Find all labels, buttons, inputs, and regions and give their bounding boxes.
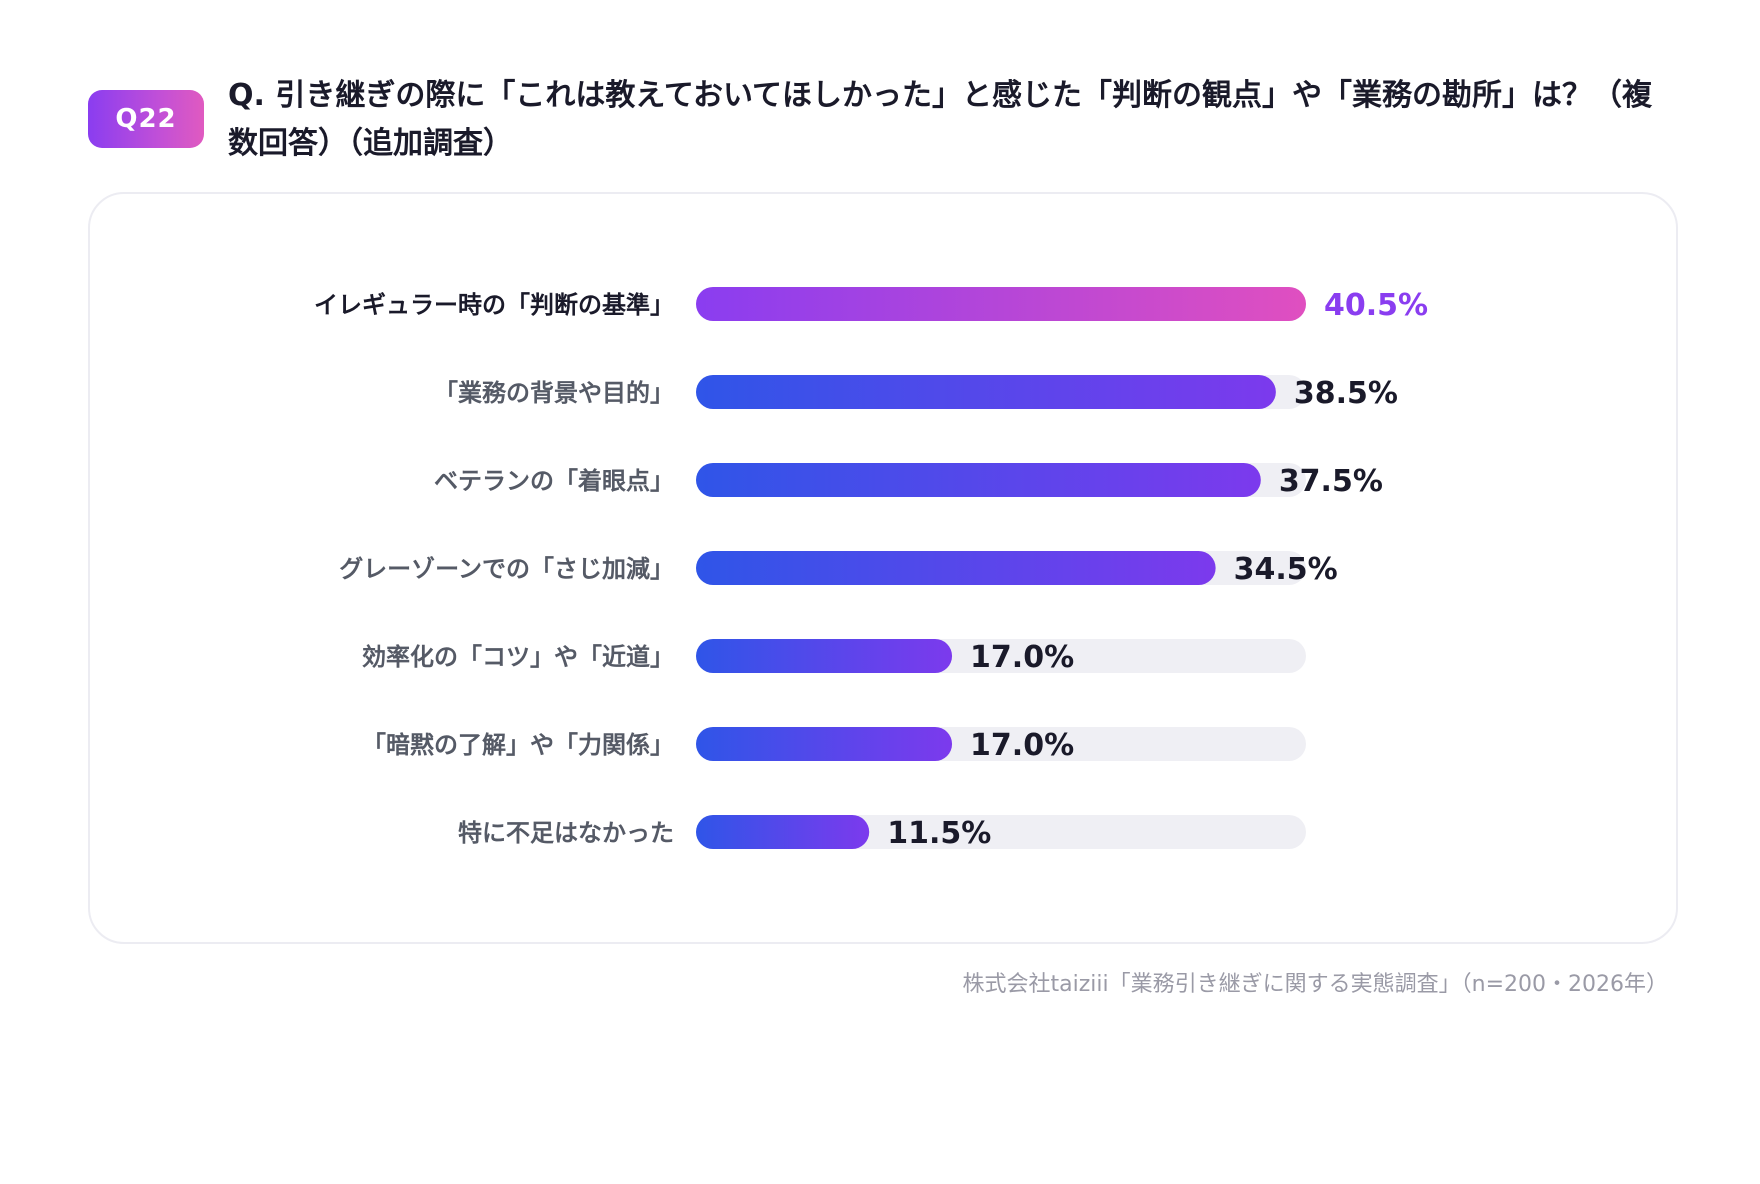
- bar: [696, 815, 870, 849]
- bar-chart: イレギュラー時の「判断の基準」 40.5% 「業務の背景や目的」 38.5% ベテランの…: [314, 287, 1428, 851]
- value-label: 17.0%: [970, 728, 1074, 763]
- value-label: 40.5%: [1324, 288, 1428, 323]
- question-header: Q22 Q. 引き継ぎの際に「これは教えておいてほしかった」と感じた「判断の観点…: [88, 72, 1688, 172]
- bar: [696, 375, 1276, 409]
- value-label: 34.5%: [1234, 552, 1338, 587]
- value-label: 17.0%: [970, 640, 1074, 675]
- source-note: 株式会社taiziii「業務引き継ぎに関する実態調査」（n=200・2026年）: [962, 972, 1668, 997]
- bar: [696, 463, 1261, 497]
- question-title: Q. 引き継ぎの際に「これは教えておいてほしかった」と感じた「判断の観点」や「業…: [228, 78, 1653, 161]
- chart-card: イレギュラー時の「判断の基準」 40.5% 「業務の背景や目的」 38.5% ベテランの…: [88, 192, 1678, 944]
- category-label: イレギュラー時の「判断の基準」: [314, 291, 674, 319]
- bar: [696, 639, 953, 673]
- category-label: ベテランの「着眼点」: [434, 467, 674, 495]
- bar: [696, 551, 1216, 585]
- category-label: 効率化の「コツ」や「近道」: [362, 643, 674, 671]
- category-label: グレーゾーンでの「さじ加減」: [339, 555, 674, 583]
- question-badge: Q22: [88, 90, 204, 148]
- category-label: 「業務の背景や目的」: [434, 379, 674, 407]
- bar: [696, 287, 1306, 321]
- value-label: 11.5%: [887, 816, 991, 851]
- category-label: 特に不足はなかった: [458, 819, 674, 847]
- category-label: 「暗黙の了解」や「力関係」: [362, 731, 674, 759]
- bar: [696, 727, 953, 761]
- value-label: 38.5%: [1294, 376, 1398, 411]
- value-label: 37.5%: [1279, 464, 1383, 499]
